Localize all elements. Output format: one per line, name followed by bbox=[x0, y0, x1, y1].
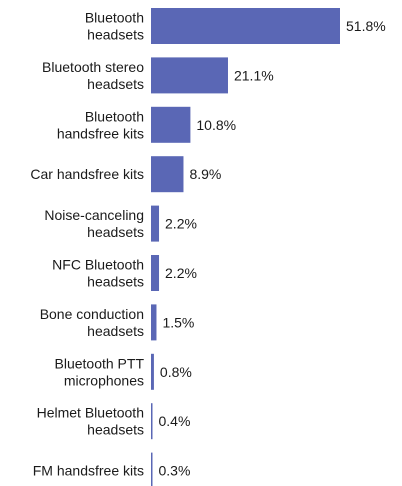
bar-bluetooth-handsfree-kits bbox=[151, 106, 191, 143]
bar-noise-canceling-headsets bbox=[151, 205, 160, 242]
category-label-car-handsfree-kits: Car handsfree kits bbox=[30, 166, 144, 182]
category-label-bluetooth-headsets: Bluetooth headsets bbox=[85, 10, 144, 43]
bar-bone-conduction-headsets bbox=[151, 304, 157, 341]
value-label-noise-canceling-headsets: 2.2% bbox=[165, 216, 197, 232]
value-label-car-handsfree-kits: 8.9% bbox=[189, 166, 221, 182]
value-label-fm-handsfree-kits: 0.3% bbox=[159, 463, 191, 479]
category-label-noise-canceling-headsets: Noise-canceling headsets bbox=[44, 207, 144, 240]
value-label-bluetooth-stereo-headsets: 21.1% bbox=[234, 67, 274, 83]
category-label-bluetooth-handsfree-kits: Bluetooth handsfree kits bbox=[57, 108, 144, 141]
category-label-fm-handsfree-kits: FM handsfree kits bbox=[33, 463, 144, 479]
value-label-helmet-bluetooth-headsets: 0.4% bbox=[159, 413, 191, 429]
bar-car-handsfree-kits bbox=[151, 156, 184, 193]
value-label-bluetooth-headsets: 51.8% bbox=[346, 18, 386, 34]
bar-fm-handsfree-kits bbox=[151, 452, 153, 486]
value-label-bone-conduction-headsets: 1.5% bbox=[162, 314, 194, 330]
bar-helmet-bluetooth-headsets bbox=[151, 403, 153, 440]
category-label-bluetooth-stereo-headsets: Bluetooth stereo headsets bbox=[42, 59, 144, 92]
category-label-nfc-bluetooth-headsets: NFC Bluetooth headsets bbox=[52, 257, 144, 290]
value-label-bluetooth-handsfree-kits: 10.8% bbox=[196, 117, 236, 133]
category-label-bluetooth-ptt-microphones: Bluetooth PTT microphones bbox=[55, 355, 145, 388]
category-label-helmet-bluetooth-headsets: Helmet Bluetooth headsets bbox=[37, 405, 144, 438]
value-label-nfc-bluetooth-headsets: 2.2% bbox=[165, 265, 197, 281]
category-label-bone-conduction-headsets: Bone conduction headsets bbox=[40, 306, 144, 339]
bar-bluetooth-ptt-microphones bbox=[151, 353, 154, 390]
bar-nfc-bluetooth-headsets bbox=[151, 255, 160, 291]
bar-bluetooth-stereo-headsets bbox=[151, 57, 228, 94]
bar-bluetooth-headsets bbox=[151, 8, 340, 44]
value-label-bluetooth-ptt-microphones: 0.8% bbox=[160, 364, 192, 380]
